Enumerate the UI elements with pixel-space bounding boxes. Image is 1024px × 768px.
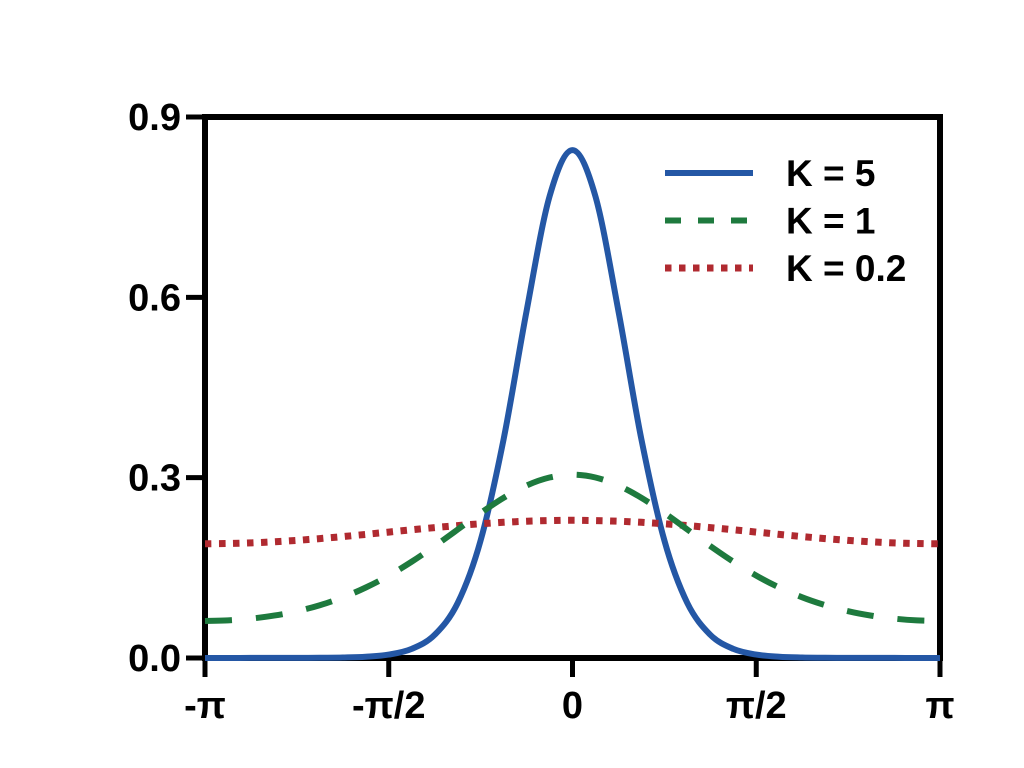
y-tick-label: 0.3 <box>128 458 181 500</box>
x-tick-label: 0 <box>562 685 583 727</box>
curve-k=5 <box>205 147 940 661</box>
legend-label-3: K = 0.2 <box>786 248 906 289</box>
axes-frame <box>202 114 943 661</box>
y-tick-label: 0.9 <box>128 97 181 139</box>
curve-k=0.2 <box>204 516 941 548</box>
x-tick-label: -π <box>184 685 226 727</box>
y-tick-label: 0.6 <box>128 277 181 319</box>
legend-label-2: K = 1 <box>786 201 875 242</box>
curve-k=1 <box>204 471 941 624</box>
x-tick-label: -π/2 <box>352 685 425 727</box>
legend-label-1: K = 5 <box>786 153 875 194</box>
x-tick-label: π/2 <box>726 685 787 727</box>
x-tick-label: π <box>925 685 954 727</box>
y-tick-label: 0.0 <box>128 638 181 680</box>
